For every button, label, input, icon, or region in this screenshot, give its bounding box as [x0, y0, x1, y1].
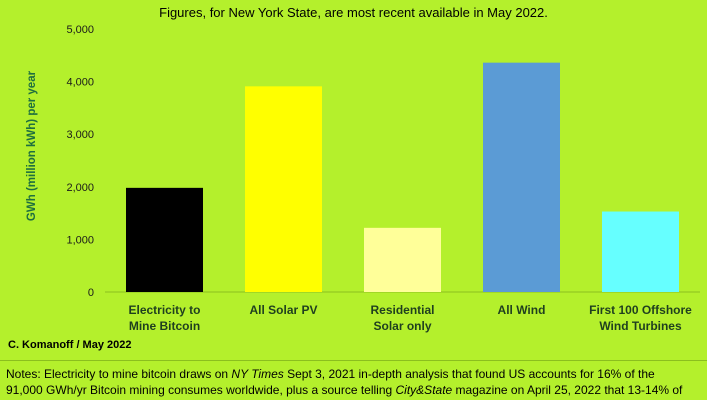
bar: [483, 62, 560, 292]
chart-title: Figures, for New York State, are most re…: [159, 5, 548, 20]
notes-text: Notes: Electricity to mine bitcoin draws…: [6, 366, 706, 398]
bar: [602, 211, 679, 292]
y-tick-label: 0: [88, 287, 94, 299]
bar: [126, 187, 203, 292]
notes-divider: [0, 360, 707, 361]
x-tick-label: Electricity to Mine Bitcoin: [128, 303, 200, 333]
bar: [245, 86, 322, 292]
x-tick-label: Residential Solar only: [370, 303, 434, 333]
notes-line-1: Notes: Electricity to mine bitcoin draws…: [6, 367, 655, 381]
bar: [364, 227, 441, 292]
y-tick-label: 2,000: [66, 182, 94, 194]
y-tick-label: 4,000: [66, 77, 94, 89]
y-tick-label: 3,000: [66, 129, 94, 141]
author-credit: C. Komanoff / May 2022: [8, 339, 132, 351]
notes-line-2: 91,000 GWh/yr Bitcoin mining consumes wo…: [6, 383, 683, 397]
x-tick-label: All Solar PV: [249, 303, 317, 317]
y-tick-label: 1,000: [66, 234, 94, 246]
bar-chart: 0 1,000 2,000 3,000 4,000 5,000 Electricity t…: [66, 24, 700, 333]
y-axis-label: GWh (million kWh) per year: [26, 70, 38, 222]
x-tick-label: All Wind: [498, 303, 546, 317]
x-tick-label: First 100 Offshore Wind Turbines: [589, 303, 692, 333]
y-tick-label: 5,000: [66, 24, 94, 36]
